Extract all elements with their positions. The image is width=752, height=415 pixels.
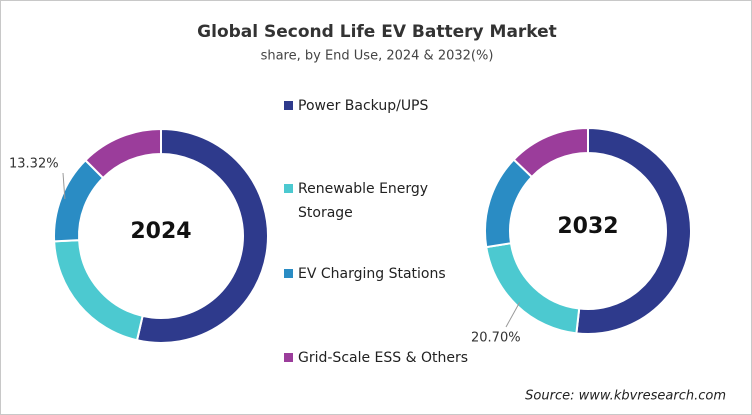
donut-slice — [485, 242, 581, 335]
donut-slice — [484, 158, 534, 249]
data-label: 13.32% — [9, 157, 59, 172]
donut-slice — [135, 127, 269, 344]
donut-center-label: 2024 — [130, 219, 191, 244]
chart-subtitle: share, by End Use, 2024 & 2032(%) — [261, 49, 494, 64]
donut-slice — [512, 126, 589, 179]
legend-swatch — [284, 269, 293, 278]
legend-swatch — [284, 184, 293, 193]
leader-line — [62, 172, 66, 199]
leader-line — [505, 302, 520, 328]
legend-label: EV Charging Stations — [298, 266, 446, 282]
legend-label: Grid-Scale ESS & Others — [298, 350, 469, 366]
donut-slice — [575, 126, 692, 335]
legend-swatch — [284, 353, 293, 362]
legend-label: Power Backup/UPS — [298, 98, 429, 114]
legend-label: Renewable Energy Storage — [298, 181, 429, 221]
data-label: 20.70% — [471, 331, 521, 346]
source: Source: www.kbvresearch.com — [525, 389, 726, 404]
donut-center-label: 2032 — [557, 214, 618, 239]
donut-slice — [53, 239, 144, 342]
donut-slice — [53, 158, 105, 243]
chart-title: Global Second Life EV Battery Market — [197, 22, 557, 42]
donut-slice — [84, 127, 162, 180]
legend-swatch — [284, 101, 293, 110]
